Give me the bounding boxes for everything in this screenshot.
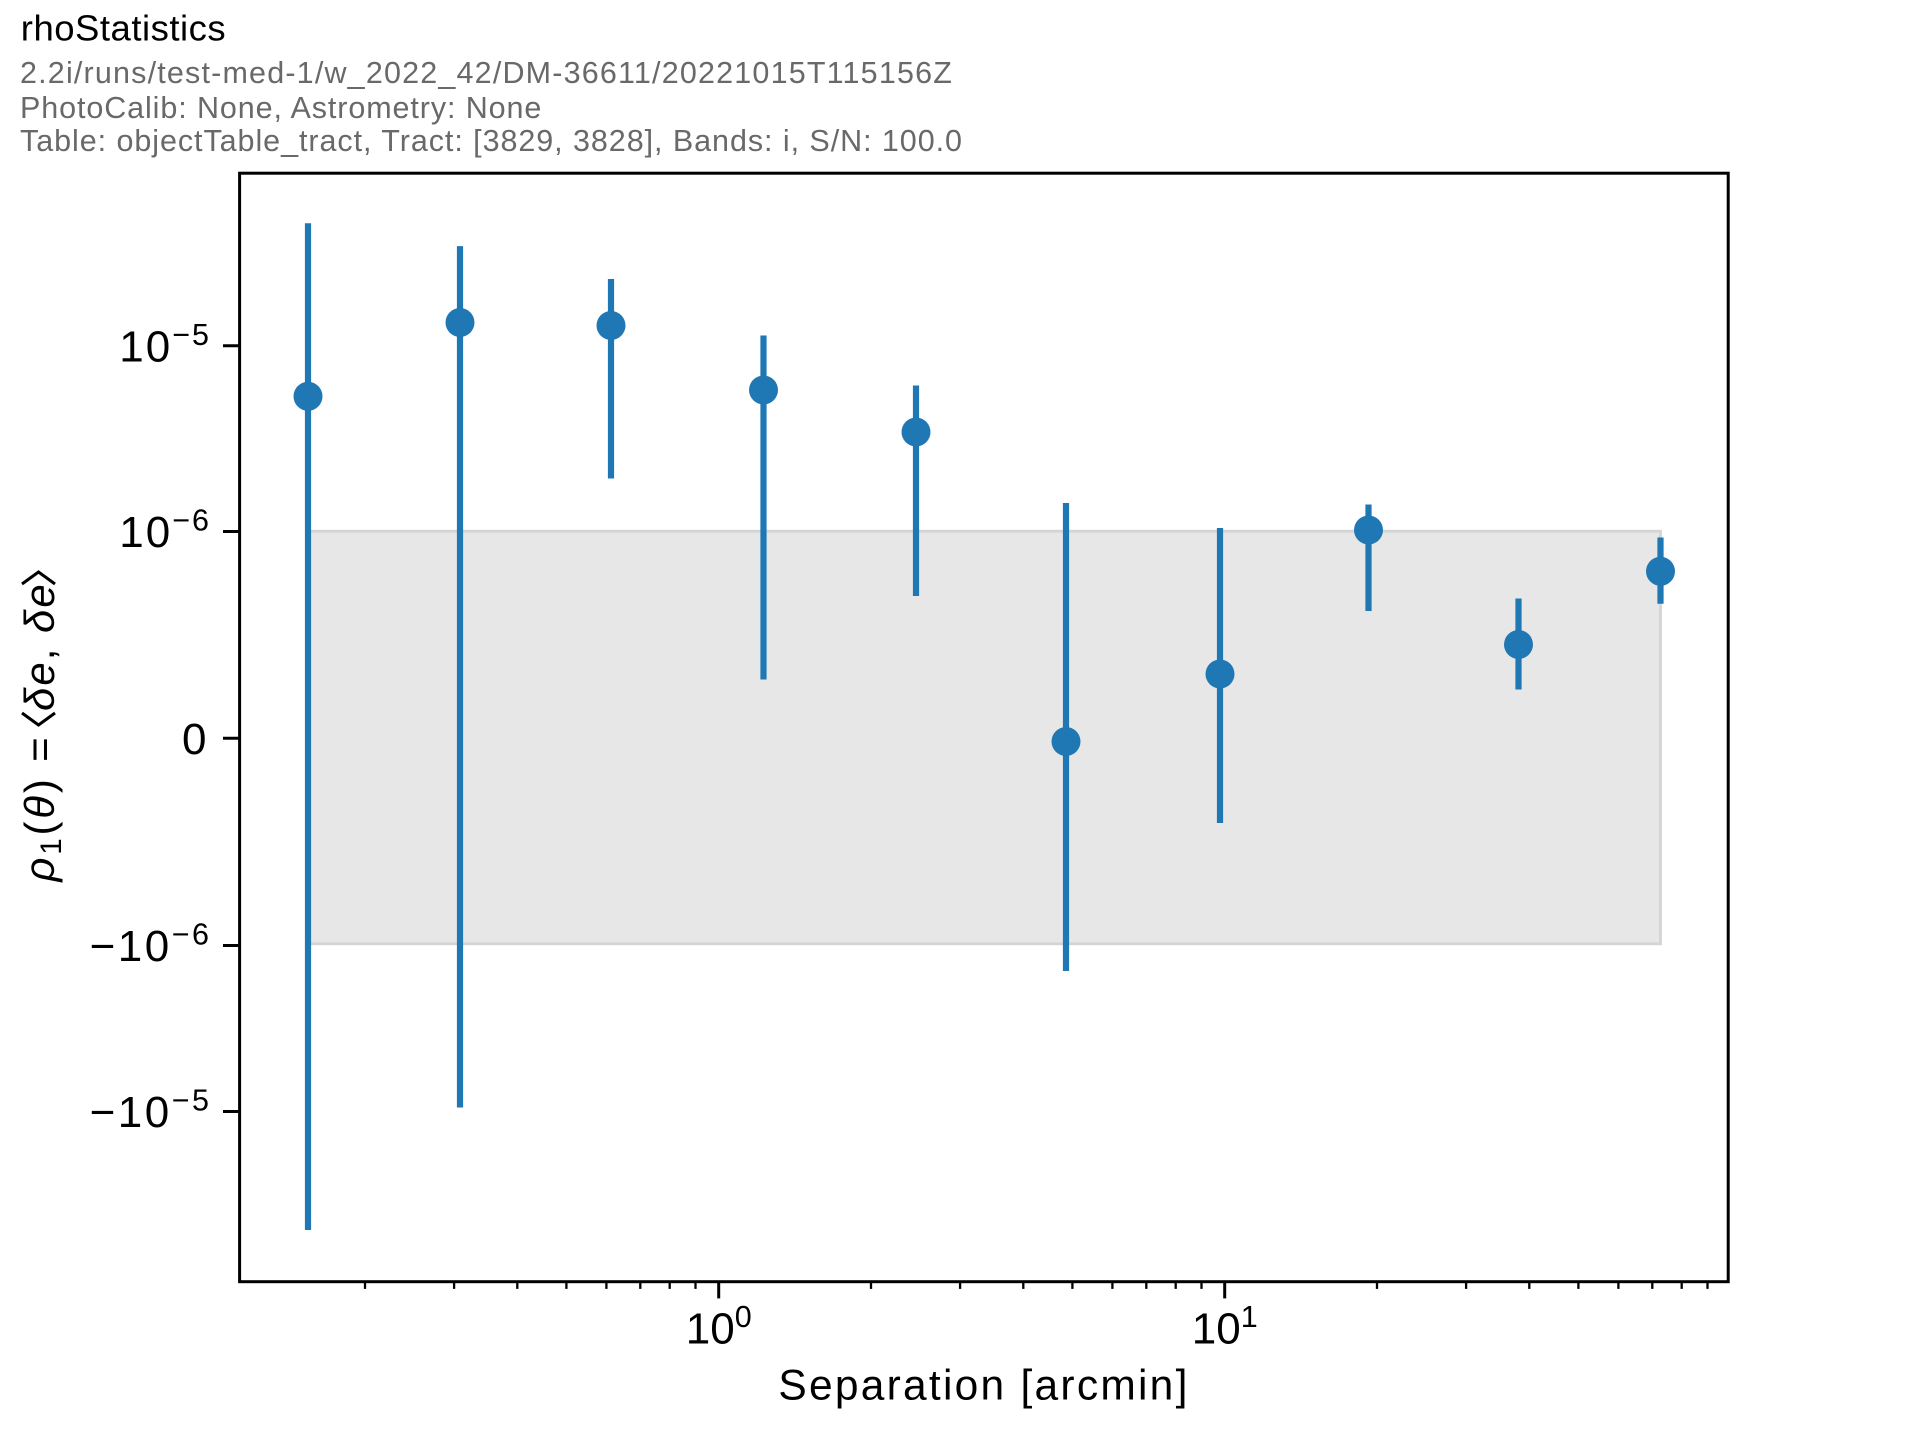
svg-text:10−6: 10−6 — [119, 504, 211, 558]
svg-text:2.2i/runs/test-med-1/w_2022_42: 2.2i/runs/test-med-1/w_2022_42/DM-36611/… — [20, 56, 953, 90]
svg-text:10−5: 10−5 — [119, 318, 211, 372]
svg-text:0: 0 — [182, 715, 206, 764]
svg-text:−10−6: −10−6 — [90, 918, 212, 972]
svg-text:rhoStatistics: rhoStatistics — [21, 7, 226, 48]
svg-text:Separation [arcmin]: Separation [arcmin] — [778, 1363, 1189, 1410]
svg-text:δe, δe: δe, δe — [16, 582, 63, 711]
svg-text:−10−5: −10−5 — [90, 1084, 212, 1138]
svg-text:100: 100 — [686, 1300, 752, 1354]
svg-text:PhotoCalib: None, Astrometry:: PhotoCalib: None, Astrometry: None — [20, 91, 542, 125]
svg-text:ρ1(θ) =: ρ1(θ) = — [16, 735, 68, 884]
svg-text:Table: objectTable_tract, Trac: Table: objectTable_tract, Tract: [3829, … — [20, 124, 963, 158]
svg-text:101: 101 — [1192, 1300, 1258, 1354]
